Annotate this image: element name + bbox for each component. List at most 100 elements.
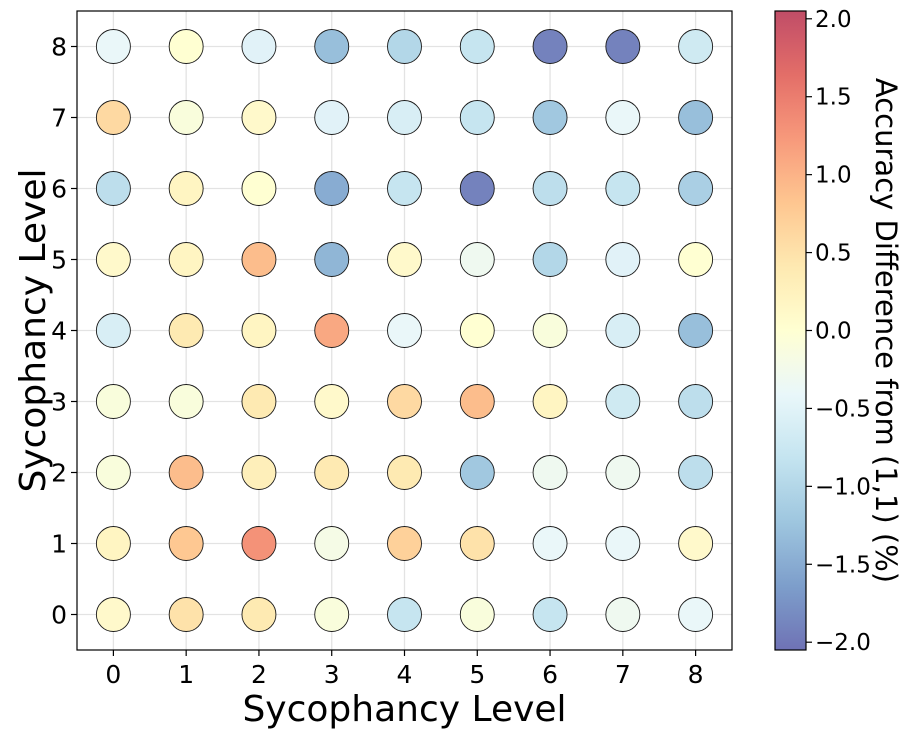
y-tick-label: 6 — [51, 175, 67, 204]
bubble-point — [678, 313, 714, 348]
bubble-point — [314, 242, 350, 277]
colorbar-tick-label: 1.5 — [815, 85, 852, 111]
colorbar-tick-label: 0.5 — [815, 241, 852, 267]
bubble-point — [532, 597, 568, 632]
bubble-point — [168, 526, 204, 561]
bubble-point — [95, 313, 131, 348]
bubble-point — [678, 526, 714, 561]
colorbar-tick-label: −2.0 — [815, 630, 871, 656]
bubble-point — [241, 100, 277, 135]
bubble-point — [459, 100, 495, 135]
colorbar-tick-label: 1.0 — [815, 163, 852, 189]
bubble-point — [605, 242, 641, 277]
bubble-point — [459, 29, 495, 64]
bubble-point — [532, 29, 568, 64]
colorbar — [774, 10, 807, 651]
x-tick-label: 8 — [688, 660, 704, 689]
x-tick-label: 4 — [397, 660, 413, 689]
bubble-point — [241, 313, 277, 348]
bubble-point — [95, 171, 131, 206]
bubble-point — [168, 313, 204, 348]
x-tick-label: 5 — [469, 660, 485, 689]
bubble-point — [605, 29, 641, 64]
x-tick-label: 6 — [542, 660, 558, 689]
bubble-point — [314, 29, 350, 64]
bubble-point — [241, 29, 277, 64]
colorbar-label: Accuracy Difference from (1,1) (%) — [869, 78, 903, 583]
bubble-point — [678, 29, 714, 64]
bubble-point — [95, 597, 131, 632]
y-tick-label: 0 — [51, 601, 67, 630]
bubble-point — [241, 242, 277, 277]
bubble-point — [678, 242, 714, 277]
x-tick-label: 0 — [105, 660, 121, 689]
bubble-point — [387, 597, 422, 632]
bubble-point — [314, 100, 350, 135]
bubble-point — [678, 100, 714, 135]
bubble-point — [168, 242, 204, 277]
bubble-point — [532, 171, 568, 206]
colorbar-tick-label: −1.0 — [815, 474, 871, 500]
bubble-point — [459, 597, 495, 632]
bubble-point — [314, 384, 350, 419]
y-tick-label: 5 — [51, 246, 67, 275]
bubble-point — [459, 313, 495, 348]
bubble-point — [168, 384, 204, 419]
y-tick-label: 4 — [51, 317, 67, 346]
bubble-layer — [95, 29, 714, 632]
bubble-point — [605, 384, 641, 419]
bubble-point — [459, 455, 495, 490]
bubble-point — [95, 100, 131, 135]
bubble-point — [168, 100, 204, 135]
y-axis-ticks: 0 1 2 3 4 5 6 7 8 — [51, 33, 77, 630]
bubble-point — [95, 29, 131, 64]
bubble-point — [532, 100, 568, 135]
bubble-point — [605, 597, 641, 632]
bubble-point — [168, 597, 204, 632]
colorbar-tick-label: −1.5 — [815, 552, 871, 578]
bubble-point — [241, 455, 277, 490]
bubble-point — [387, 242, 422, 277]
bubble-point — [459, 384, 495, 419]
bubble-point — [459, 242, 495, 277]
bubble-point — [459, 526, 495, 561]
bubble-point — [95, 242, 131, 277]
x-tick-label: 1 — [178, 660, 194, 689]
colorbar-tick-label: 0.0 — [815, 319, 852, 345]
y-tick-label: 8 — [51, 33, 67, 62]
bubble-point — [532, 242, 568, 277]
bubble-point — [314, 526, 350, 561]
y-axis-label: Sycophancy Level — [13, 168, 54, 492]
y-tick-label: 7 — [51, 104, 67, 133]
bubble-point — [387, 29, 422, 64]
bubble-point — [532, 455, 568, 490]
x-tick-label: 3 — [324, 660, 340, 689]
colorbar-tick-label: −0.5 — [815, 396, 871, 422]
bubble-point — [605, 171, 641, 206]
bubble-point — [168, 171, 204, 206]
bubble-point — [95, 384, 131, 419]
bubble-point — [678, 597, 714, 632]
x-axis-ticks: 0 1 2 3 4 5 6 7 8 — [105, 650, 704, 689]
bubble-point — [314, 171, 350, 206]
bubble-point — [168, 29, 204, 64]
bubble-point — [678, 171, 714, 206]
bubble-point — [168, 455, 204, 490]
bubble-point — [387, 526, 422, 561]
bubble-point — [387, 100, 422, 135]
bubble-point — [387, 455, 422, 490]
bubble-point — [532, 313, 568, 348]
x-tick-label: 2 — [251, 660, 267, 689]
bubble-point — [95, 455, 131, 490]
bubble-point — [605, 455, 641, 490]
bubble-point — [387, 384, 422, 419]
y-tick-label: 1 — [51, 530, 67, 559]
y-tick-label: 2 — [51, 459, 67, 488]
colorbar-ticks: 2.0 1.5 1.0 0.5 0.0 −0.5 −1.0 −1.5 −2.0 — [806, 7, 871, 656]
bubble-point — [241, 526, 277, 561]
bubble-point — [95, 526, 131, 561]
bubble-point — [387, 171, 422, 206]
x-axis-label: Sycophancy Level — [242, 689, 566, 730]
bubble-point — [241, 384, 277, 419]
